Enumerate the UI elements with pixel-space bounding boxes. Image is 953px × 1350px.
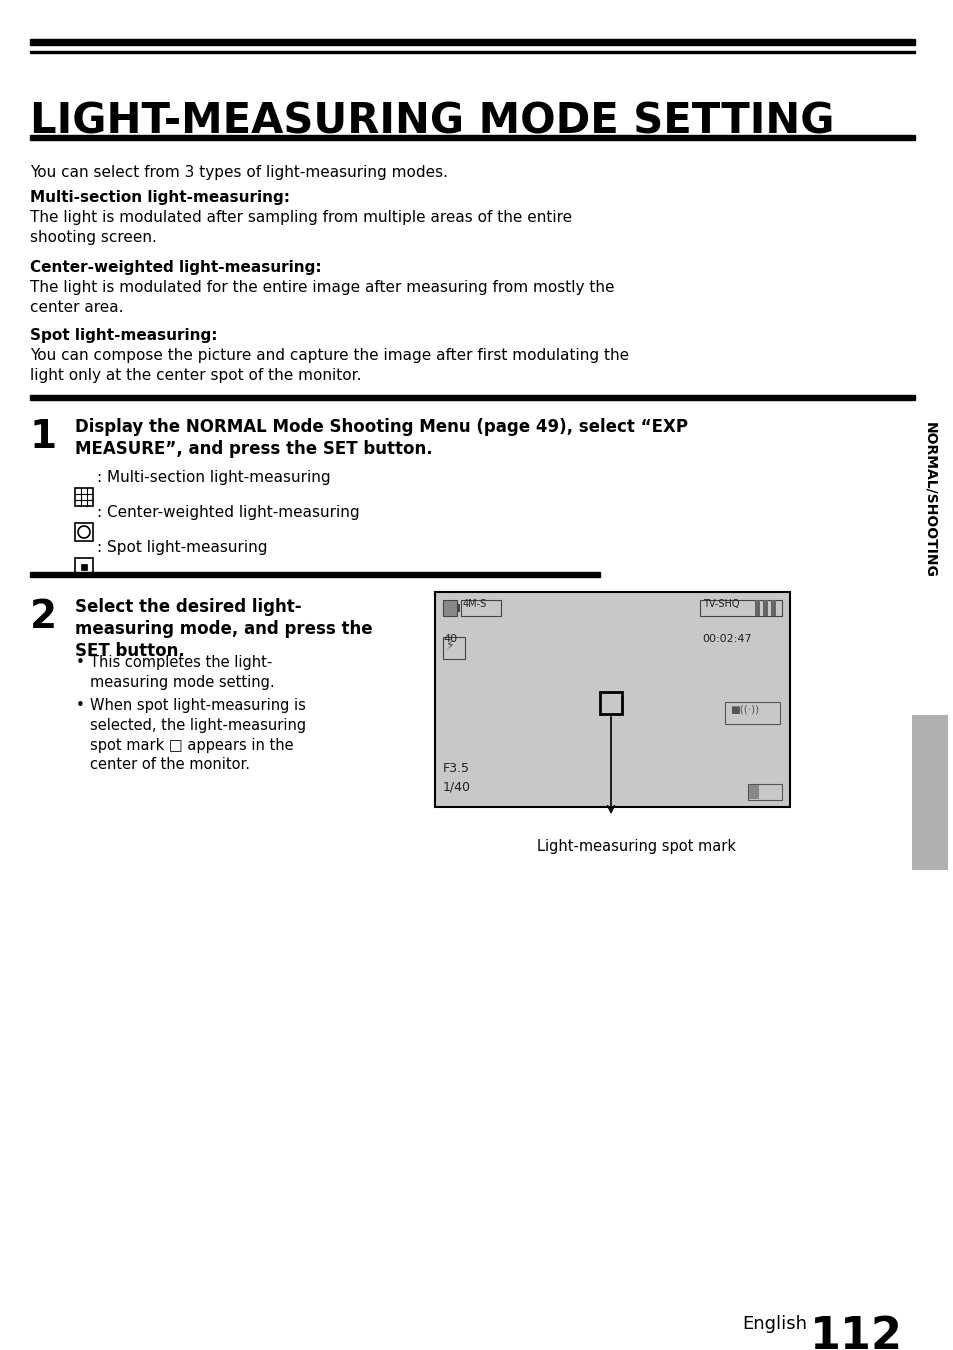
Bar: [770, 599, 775, 616]
Text: You can select from 3 types of light-measuring modes.: You can select from 3 types of light-mea…: [30, 165, 448, 180]
Bar: [75, 487, 92, 506]
Bar: [30, 135, 914, 140]
Bar: [442, 599, 456, 616]
Text: Select the desired light-
measuring mode, and press the
SET button.: Select the desired light- measuring mode…: [75, 598, 373, 660]
Bar: [30, 51, 914, 53]
Text: 40: 40: [442, 634, 456, 644]
Text: •: •: [76, 655, 85, 670]
Text: ■((·)): ■((·)): [729, 703, 759, 714]
Bar: [81, 564, 87, 570]
Text: Center-weighted light-measuring:: Center-weighted light-measuring:: [30, 261, 321, 275]
Text: 00:02:47: 00:02:47: [701, 634, 751, 644]
Bar: [456, 603, 459, 612]
Text: : Multi-section light-measuring: : Multi-section light-measuring: [97, 470, 331, 485]
Text: 2: 2: [30, 598, 57, 636]
Bar: [747, 784, 781, 801]
Text: 1: 1: [30, 418, 57, 456]
Bar: [75, 558, 92, 576]
Bar: [700, 599, 781, 616]
Text: You can compose the picture and capture the image after first modulating the
lig: You can compose the picture and capture …: [30, 348, 628, 383]
Text: Light-measuring spot mark: Light-measuring spot mark: [537, 838, 735, 855]
Bar: [75, 522, 92, 541]
Bar: [762, 599, 767, 616]
Text: 1/40: 1/40: [442, 780, 471, 792]
Bar: [30, 572, 599, 576]
Bar: [754, 599, 760, 616]
Text: NORMAL/SHOOTING: NORMAL/SHOOTING: [923, 423, 936, 578]
Text: : Spot light-measuring: : Spot light-measuring: [97, 540, 267, 555]
Text: 4M-S: 4M-S: [462, 599, 487, 609]
Bar: [30, 396, 914, 400]
Text: : Center-weighted light-measuring: : Center-weighted light-measuring: [97, 505, 359, 520]
Text: The light is modulated for the entire image after measuring from mostly the
cent: The light is modulated for the entire im…: [30, 279, 614, 315]
Bar: [442, 637, 464, 659]
Text: Multi-section light-measuring:: Multi-section light-measuring:: [30, 190, 290, 205]
Text: LIGHT-MEASURING MODE SETTING: LIGHT-MEASURING MODE SETTING: [30, 100, 834, 142]
Text: •: •: [76, 698, 85, 713]
Text: English: English: [741, 1315, 806, 1332]
Bar: [435, 593, 789, 807]
Bar: [460, 599, 500, 616]
Text: Spot light-measuring:: Spot light-measuring:: [30, 328, 217, 343]
Bar: [30, 39, 914, 45]
Text: Display the NORMAL Mode Shooting Menu (page 49), select “EXP
MEASURE”, and press: Display the NORMAL Mode Shooting Menu (p…: [75, 418, 687, 458]
Text: When spot light-measuring is
selected, the light-measuring
spot mark □ appears i: When spot light-measuring is selected, t…: [90, 698, 306, 772]
Text: The light is modulated after sampling from multiple areas of the entire
shooting: The light is modulated after sampling fr…: [30, 211, 572, 244]
Bar: [911, 716, 947, 869]
Bar: [748, 784, 759, 799]
Text: This completes the light-
measuring mode setting.: This completes the light- measuring mode…: [90, 655, 274, 690]
Text: F3.5: F3.5: [442, 761, 470, 775]
Text: TV-SHQ: TV-SHQ: [702, 599, 739, 609]
Text: ⚡: ⚡: [446, 639, 455, 652]
Text: 112: 112: [809, 1315, 902, 1350]
Bar: [724, 702, 780, 724]
Bar: [599, 693, 621, 714]
